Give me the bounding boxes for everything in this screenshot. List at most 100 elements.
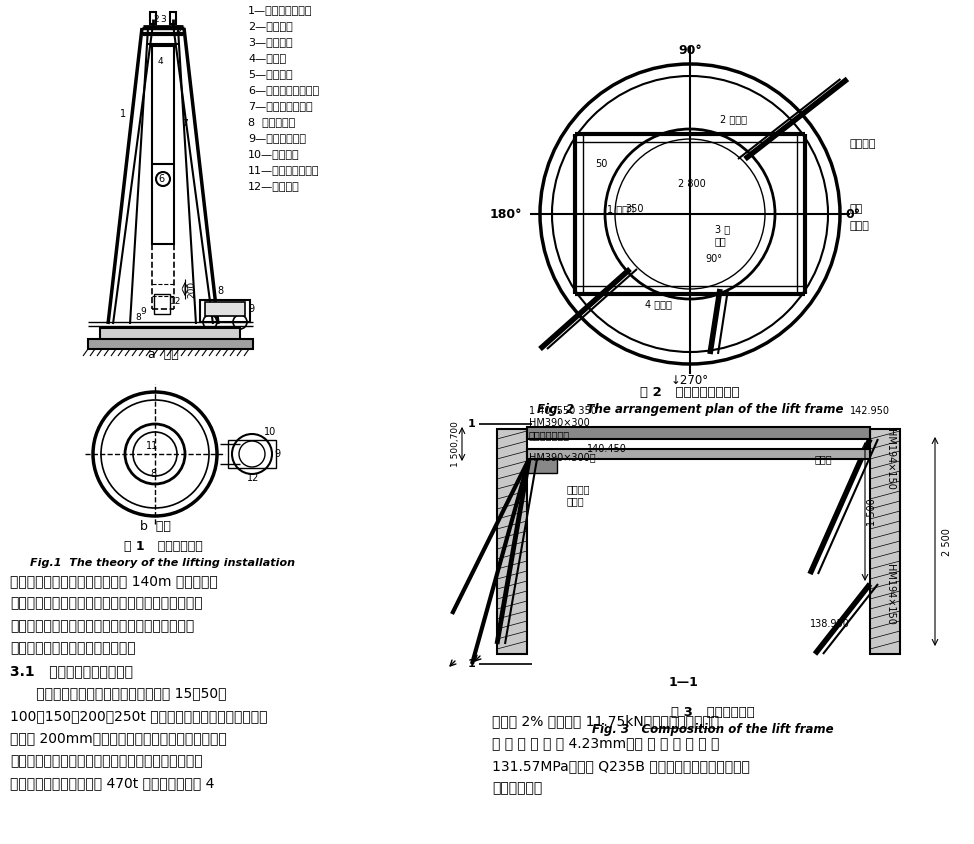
- Text: ↓270°: ↓270°: [671, 374, 709, 387]
- Text: 绞线和附件等最大自重按 470t 考虑。因此选择 4: 绞线和附件等最大自重按 470t 考虑。因此选择 4: [10, 776, 214, 791]
- Text: 1: 1: [468, 419, 475, 429]
- Text: Fig. 3   Composition of the lift frame: Fig. 3 Composition of the lift frame: [592, 723, 834, 737]
- Text: 8  待提升钢筒: 8 待提升钢筒: [248, 117, 295, 127]
- Text: HM194×150: HM194×150: [885, 429, 895, 490]
- Text: 9—自制平板小车: 9—自制平板小车: [248, 133, 306, 143]
- Text: 11—地脚螺栓预留孔: 11—地脚螺栓预留孔: [248, 165, 319, 175]
- Text: 程都是 200mm，额定提升速度因工作级别而异。经: 程都是 200mm，额定提升速度因工作级别而异。经: [10, 732, 227, 745]
- Text: 12—施工门洞: 12—施工门洞: [248, 181, 300, 191]
- Text: 图 3   提升支架组成: 图 3 提升支架组成: [671, 706, 755, 718]
- Text: 200: 200: [187, 280, 196, 298]
- Bar: [205, 302, 245, 316]
- Text: 90°: 90°: [678, 44, 702, 57]
- Text: 图 1   提升安装原理: 图 1 提升安装原理: [124, 539, 203, 553]
- Text: HM390×300: HM390×300: [529, 418, 589, 428]
- Text: a  立面: a 立面: [148, 348, 178, 360]
- Text: HM194×150: HM194×150: [885, 564, 895, 625]
- Text: 8: 8: [217, 286, 223, 296]
- Text: Fig. 2   The arrangement plan of the lift frame: Fig. 2 The arrangement plan of the lift …: [537, 403, 843, 416]
- Text: 钢绞线从此穿过: 钢绞线从此穿过: [529, 430, 570, 440]
- Text: 工前的准备工作主要包括：提升支架的布置和设计，: 工前的准备工作主要包括：提升支架的布置和设计，: [10, 597, 203, 610]
- Text: 7—上部已提升钢筒: 7—上部已提升钢筒: [248, 101, 313, 111]
- Text: 12: 12: [170, 296, 181, 306]
- Text: 提升支架: 提升支架: [850, 139, 877, 149]
- Text: 台，最终决定将提升设备安装在 140m 高度。其施: 台，最终决定将提升设备安装在 140m 高度。其施: [10, 574, 218, 588]
- Text: 140.450: 140.450: [587, 444, 627, 454]
- Text: 138.950: 138.950: [810, 619, 850, 629]
- Text: 2 800: 2 800: [678, 179, 706, 189]
- Bar: [150, 12, 156, 24]
- Text: 9: 9: [248, 304, 254, 314]
- Text: 2 号吊点: 2 号吊点: [720, 114, 747, 124]
- Text: 8: 8: [135, 312, 141, 322]
- Text: 筒筒壁: 筒筒壁: [567, 496, 584, 506]
- Text: 6—提升吊点及加强环: 6—提升吊点及加强环: [248, 85, 319, 95]
- Text: 142.950: 142.950: [850, 406, 890, 416]
- Text: 90°: 90°: [705, 254, 722, 264]
- Text: 3 号: 3 号: [715, 224, 730, 234]
- Text: 计算整个钢内筒自重、烟道口、整套提升设备以及钢: 计算整个钢内筒自重、烟道口、整套提升设备以及钢: [10, 754, 203, 768]
- Text: 中心线: 中心线: [850, 221, 870, 231]
- Text: 1 500,700: 1 500,700: [451, 421, 460, 467]
- Text: 1—烟囱混凝土外筒: 1—烟囱混凝土外筒: [248, 5, 313, 15]
- Text: 180°: 180°: [490, 208, 522, 220]
- Text: 吊点: 吊点: [715, 236, 727, 246]
- Text: 烟道: 烟道: [850, 204, 863, 214]
- Text: 4—钢绞线: 4—钢绞线: [248, 53, 286, 63]
- Text: 10—小车轨道: 10—小车轨道: [248, 149, 300, 159]
- Text: 350: 350: [625, 204, 644, 214]
- Text: 2—提升支架: 2—提升支架: [248, 21, 293, 31]
- Text: 2: 2: [153, 15, 159, 24]
- Text: Fig.1  The theory of the lifting installation: Fig.1 The theory of the lifting installa…: [30, 558, 295, 568]
- Bar: [497, 429, 527, 654]
- Text: 100，150，200，250t 等级别。每个级别液压缸工作行: 100，150，200，250t 等级别。每个级别液压缸工作行: [10, 709, 268, 723]
- Text: 0°: 0°: [845, 208, 860, 220]
- Text: 131.57MPa，低于 Q235B 强度设计值，故提升支架是: 131.57MPa，低于 Q235B 强度设计值，故提升支架是: [492, 759, 750, 773]
- Bar: [228, 440, 276, 468]
- Text: 1 500: 1 500: [867, 498, 877, 526]
- Text: 预埋件: 预埋件: [815, 454, 833, 464]
- Text: 荷载的 2% 考虑，为 11.75kN。计算得提升支架最: 荷载的 2% 考虑，为 11.75kN。计算得提升支架最: [492, 714, 719, 728]
- Text: 1: 1: [468, 659, 475, 669]
- Text: 50: 50: [595, 159, 608, 169]
- Text: 11: 11: [146, 441, 158, 451]
- Bar: [527, 449, 870, 459]
- Text: 安全可行的。: 安全可行的。: [492, 782, 543, 796]
- Text: 4 号吊点: 4 号吊点: [645, 299, 672, 309]
- Text: 2 500: 2 500: [942, 528, 952, 556]
- Text: 图 2   提升支架平面布置: 图 2 提升支架平面布置: [640, 386, 740, 398]
- Bar: [154, 294, 170, 314]
- Bar: [88, 339, 253, 349]
- Text: 1: 1: [120, 109, 126, 119]
- Bar: [152, 46, 174, 244]
- Text: 4: 4: [157, 57, 163, 66]
- Text: 1 号吊点: 1 号吊点: [607, 204, 633, 214]
- Text: 3.1   提升支架的布置和设计: 3.1 提升支架的布置和设计: [10, 664, 133, 678]
- Text: 1 400550 350: 1 400550 350: [529, 406, 597, 416]
- Text: 大 竖 向 变 形 为 4.23mm，构 件 集 中 应 力 为: 大 竖 向 变 形 为 4.23mm，构 件 集 中 应 力 为: [492, 737, 720, 750]
- Text: 目前单个液压缸提升设备的起重量为 15，50，: 目前单个液压缸提升设备的起重量为 15，50，: [10, 686, 227, 701]
- Text: 提升支架预埋件的设计，预埋件标高处烟囱外筒壁: 提升支架预埋件的设计，预埋件标高处烟囱外筒壁: [10, 619, 194, 633]
- Bar: [170, 12, 176, 24]
- Text: 3—提升设备: 3—提升设备: [248, 37, 292, 47]
- Text: 9: 9: [274, 449, 281, 459]
- Bar: [527, 459, 557, 473]
- Text: b  平面: b 平面: [139, 520, 170, 533]
- Text: 8: 8: [150, 469, 156, 479]
- Text: 6: 6: [158, 174, 164, 184]
- Text: HM390×300分: HM390×300分: [529, 452, 596, 462]
- Bar: [870, 429, 900, 654]
- Text: 9: 9: [140, 306, 146, 316]
- Text: 1—1: 1—1: [668, 675, 698, 689]
- Bar: [200, 300, 250, 322]
- Text: 混凝土外: 混凝土外: [567, 484, 590, 494]
- Text: 5—操作平台: 5—操作平台: [248, 69, 292, 79]
- Text: 12: 12: [247, 473, 259, 483]
- Text: 10: 10: [264, 427, 277, 437]
- Text: 的设计，提升吊点的设计和加强。: 的设计，提升吊点的设计和加强。: [10, 641, 135, 656]
- Text: 3: 3: [160, 15, 166, 24]
- Text: 7: 7: [182, 120, 188, 128]
- Bar: [527, 427, 870, 439]
- Text: 5: 5: [175, 25, 181, 35]
- Bar: [100, 328, 240, 340]
